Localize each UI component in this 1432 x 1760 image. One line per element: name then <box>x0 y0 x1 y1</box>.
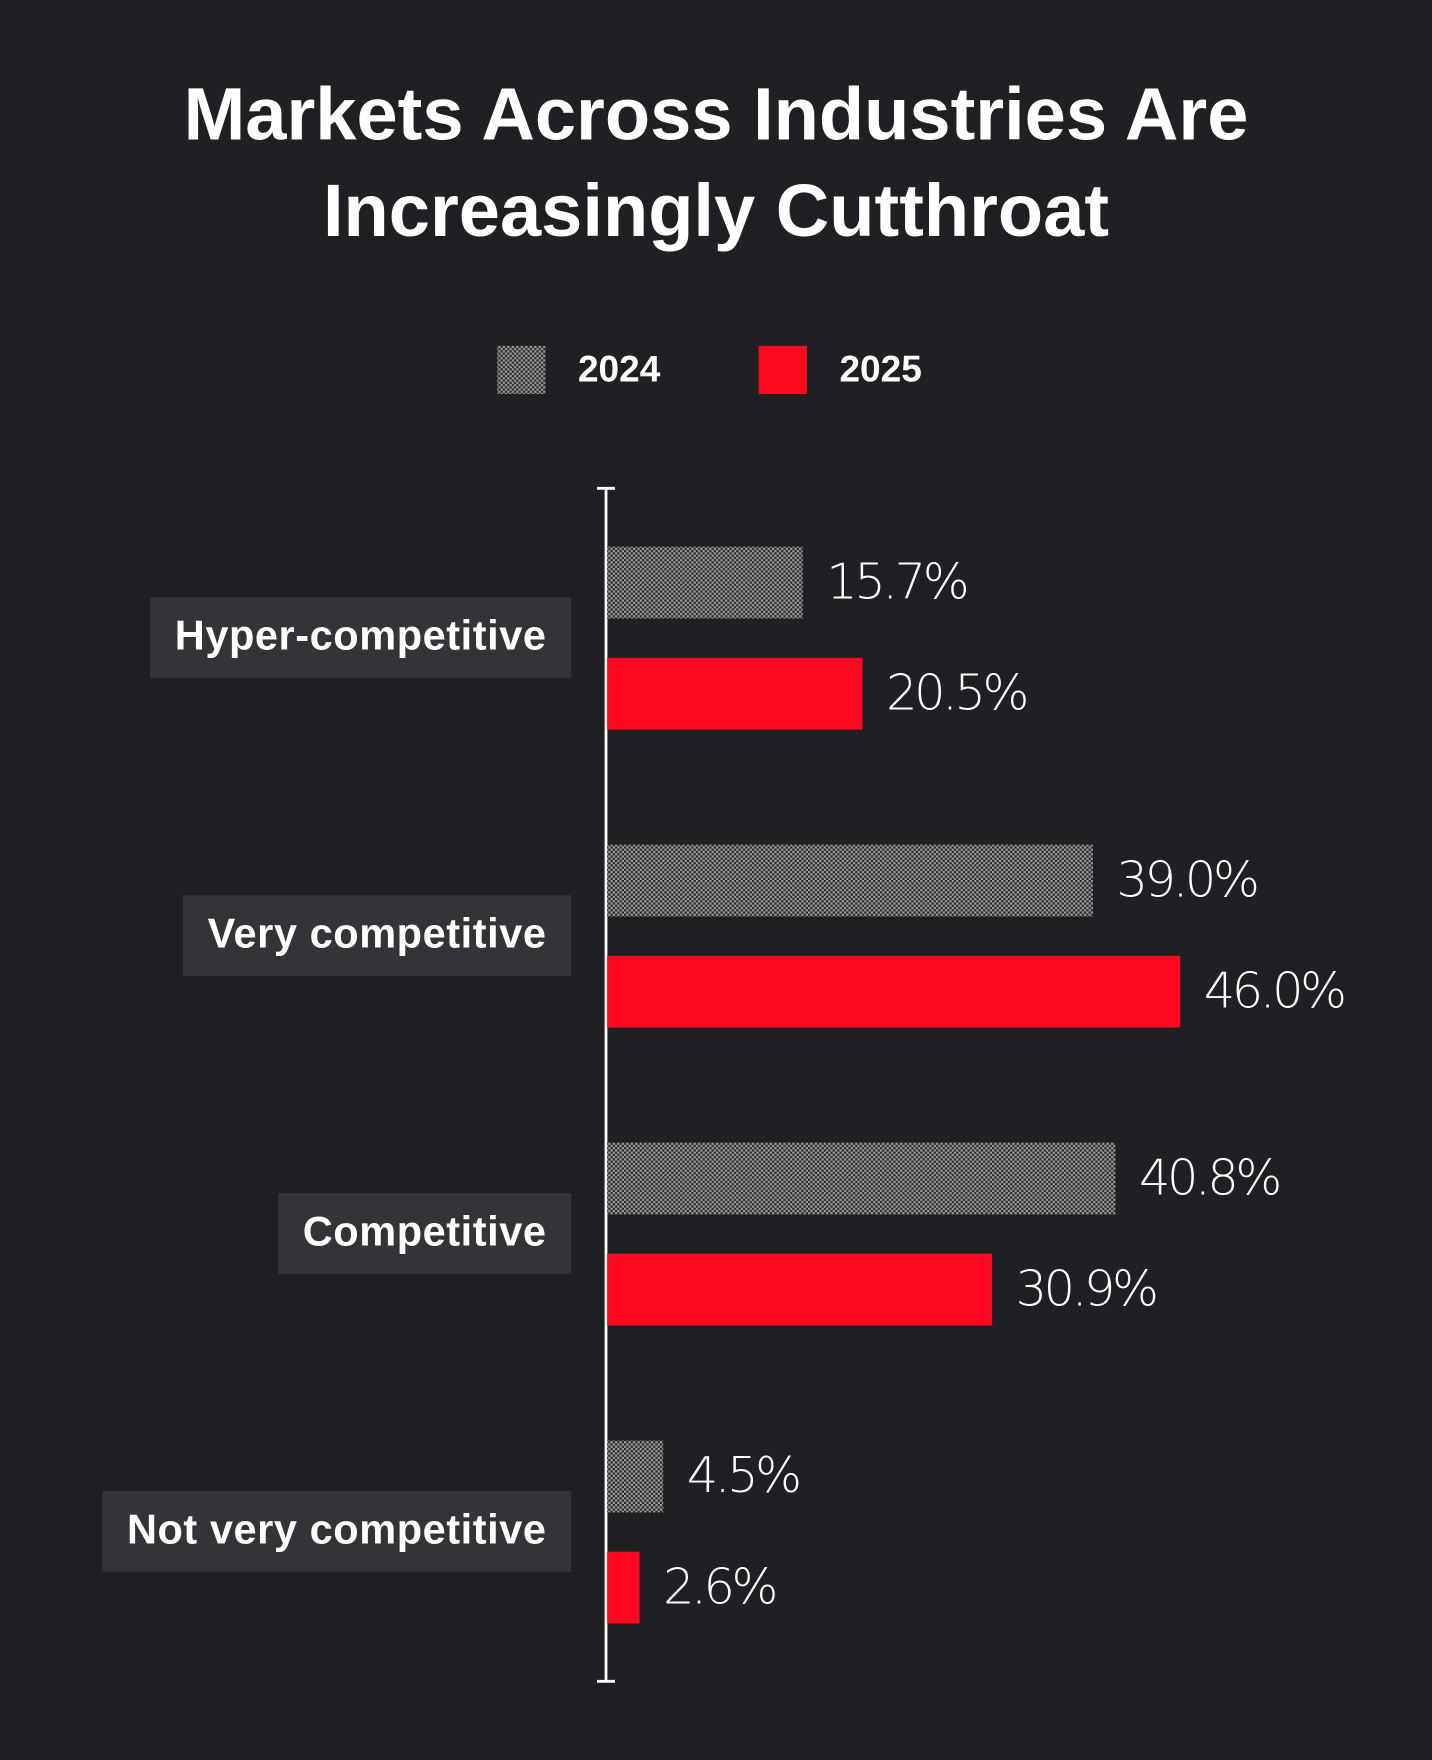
legend-label: 2025 <box>839 347 921 389</box>
value-label: 30.9% <box>1016 1259 1156 1317</box>
category-box <box>182 895 572 976</box>
category-label: Not very competitive <box>127 1506 547 1553</box>
category-label: Very competitive <box>208 910 547 957</box>
bar <box>607 657 863 730</box>
category-label: Hyper-competitive <box>175 612 547 659</box>
bar <box>607 955 1181 1028</box>
bar <box>607 1440 664 1513</box>
category-box <box>278 1193 572 1274</box>
title-box: Markets Across Industries Are Increasing… <box>183 71 1249 252</box>
bar <box>607 844 1093 917</box>
value-label: 46.0% <box>1204 961 1344 1019</box>
value-label: 15.7% <box>826 552 966 610</box>
legend-label: 2024 <box>578 347 661 389</box>
category-box <box>102 1491 572 1572</box>
value-label: 20.5% <box>886 663 1026 721</box>
value-label: 2.6% <box>663 1557 775 1615</box>
value-label: 39.0% <box>1117 850 1257 908</box>
bar <box>607 1551 640 1624</box>
category-box <box>150 597 572 678</box>
legend-swatch <box>497 345 546 395</box>
chart-title: Markets Across Industries Are Increasing… <box>183 71 1249 252</box>
bar <box>607 546 803 619</box>
bar <box>607 1253 993 1326</box>
value-label: 4.5% <box>687 1446 799 1504</box>
category-label: Competitive <box>303 1208 547 1255</box>
legend-swatch <box>758 345 807 395</box>
value-label: 40.8% <box>1139 1148 1279 1206</box>
bar <box>607 1142 1116 1215</box>
